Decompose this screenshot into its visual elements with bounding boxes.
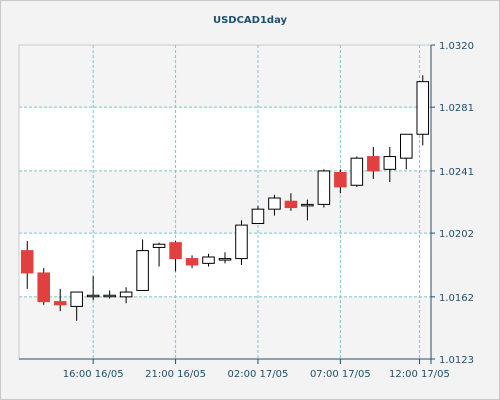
candle [169,241,182,272]
candle-body-up [350,157,364,186]
candle [317,169,331,208]
candle [334,169,347,194]
candle-body-up [268,197,281,210]
candle [284,193,298,211]
y-tick-label: 1.0320 [439,41,474,52]
candle [367,147,380,179]
candle-body-up [103,294,116,298]
candle [70,291,83,321]
candle-body-up [400,133,413,159]
y-tick-label: 1.0241 [439,167,474,178]
candle-body-up [301,203,314,207]
candles [20,75,430,321]
candle-body-up [152,243,166,248]
x-tick-label: 21:00 16/05 [145,369,206,380]
candle-body-up [202,256,215,264]
candle-body-down [367,156,380,172]
candle-body-down [334,172,347,188]
candle-body-up [317,170,331,205]
y-tick-label: 1.0281 [439,103,474,114]
candle [103,290,116,299]
candle [202,253,215,267]
candle [383,147,397,183]
candle [86,276,100,301]
y-tick-label: 1.0123 [439,355,474,366]
candle [136,239,149,291]
candle-body-up [86,294,100,298]
y-tick-label: 1.0202 [439,229,474,240]
candle [20,241,34,289]
x-tick-label: 07:00 17/05 [310,369,371,380]
candle-body-up [218,258,232,261]
candle-body-down [185,258,199,266]
candle [37,268,50,305]
grid-band [19,296,431,359]
candle [301,199,314,221]
y-tick-label: 1.0162 [439,293,474,304]
candle-body-up [251,208,265,225]
x-tick-label: 16:00 16/05 [63,369,124,380]
x-tick-label: 02:00 17/05 [228,369,289,380]
candle [218,252,232,264]
candle-body-down [169,242,182,260]
candle [350,156,364,187]
candle-body-up [383,156,397,170]
candle [251,205,265,225]
candle-body-up [136,250,149,291]
grid-band [19,45,431,108]
candle [53,288,67,312]
candle-body-down [284,200,298,209]
axes: 1.0123 1.0162 1.0202 1.0241 1.0281 1.0320 16:0… [18,41,474,380]
grid-lines [19,44,431,360]
grid-band [19,170,431,234]
candle-body-up [235,224,248,260]
candle-body-down [37,272,50,303]
candle-body-up [70,291,83,307]
candle [416,75,430,146]
candle-body-up [416,81,430,135]
chart-title: USDCAD1day [213,15,288,26]
candle-body-down [53,301,67,306]
candle [268,194,281,216]
candle [400,133,413,170]
candle [235,220,248,265]
candle [185,255,199,269]
candle-body-down [20,250,34,274]
candle [152,242,166,267]
candle [119,287,133,304]
x-tick-label: 12:00 17/05 [389,369,450,380]
candle-body-up [119,291,133,298]
